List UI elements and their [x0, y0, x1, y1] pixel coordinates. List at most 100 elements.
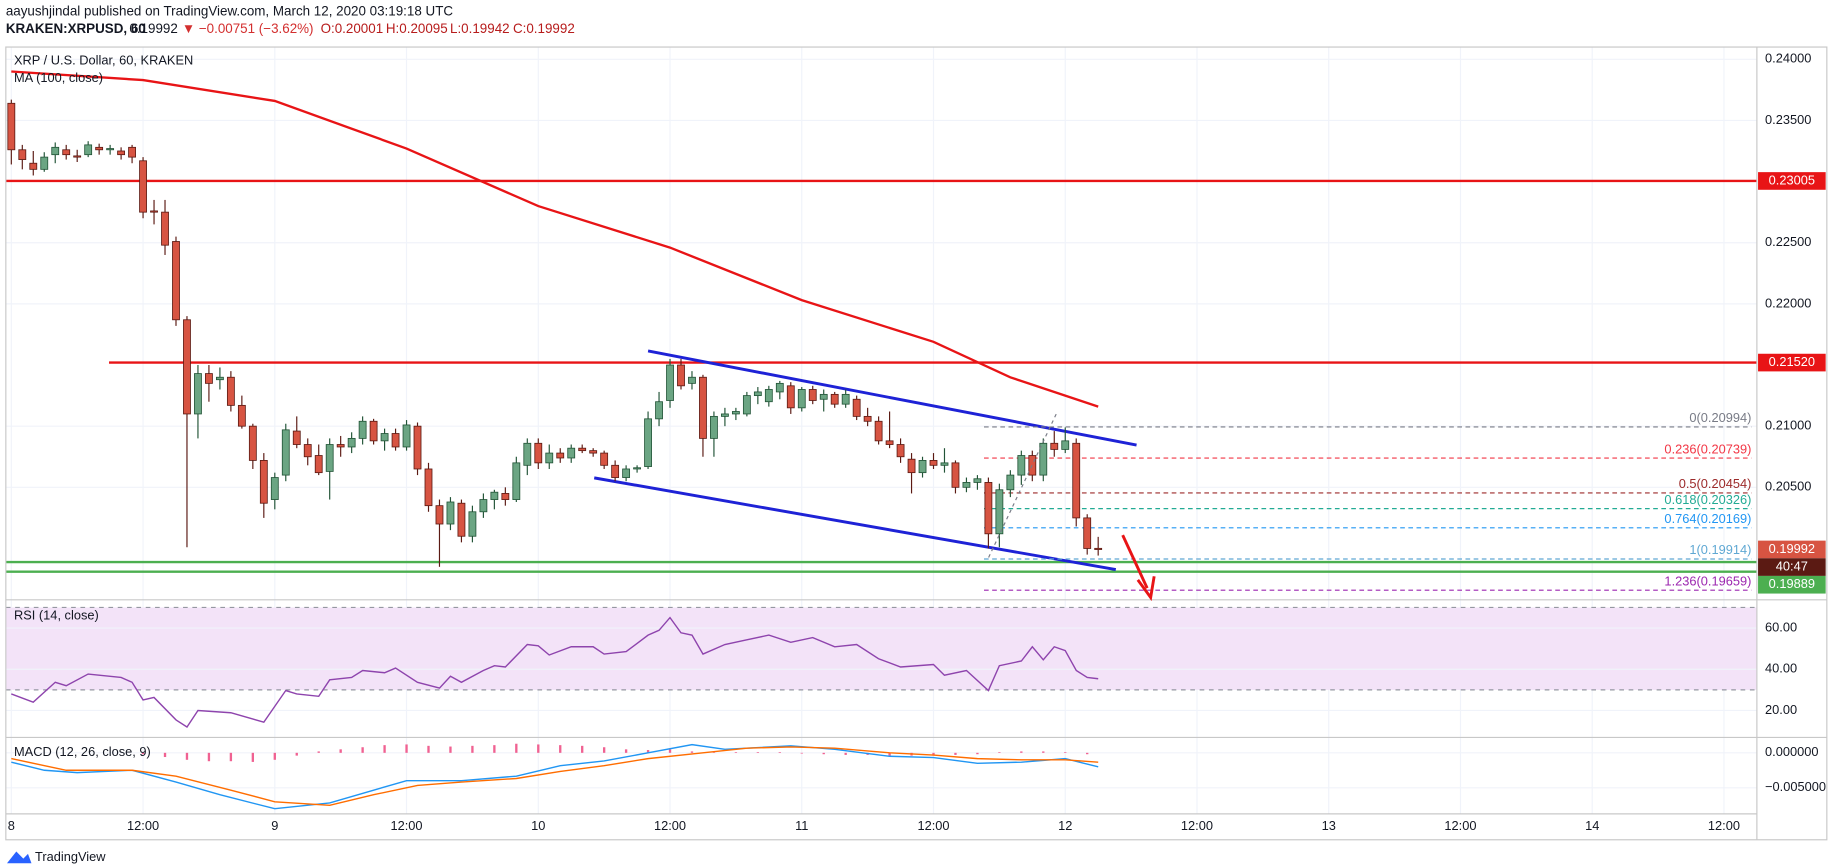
candle-body — [951, 462, 960, 488]
y-tick-label: 40.00 — [1765, 661, 1797, 676]
macd-histogram-bar — [427, 745, 430, 753]
countdown-box — [1758, 558, 1826, 576]
macd-histogram-bar — [581, 745, 584, 753]
candle-body — [753, 391, 762, 397]
candle-body — [995, 489, 1004, 535]
macd-histogram-bar — [778, 752, 781, 753]
macd-histogram-bar — [493, 745, 496, 753]
candle-body — [534, 442, 543, 464]
macd-histogram-bar — [185, 752, 189, 760]
x-tick-label: 9 — [271, 818, 278, 833]
candle-body — [907, 458, 916, 474]
candle-body — [830, 393, 839, 405]
candle-body — [874, 420, 883, 442]
fib-label: 0.618(0.20326) — [1664, 492, 1751, 507]
close: C:0.19992 — [513, 21, 575, 36]
macd-histogram-bar — [339, 749, 342, 753]
candle-body — [336, 444, 345, 448]
x-tick-label: 12:00 — [654, 818, 686, 833]
price-box-label: 0.19889 — [1769, 576, 1815, 591]
candle-body — [600, 452, 609, 466]
candle-body — [369, 420, 378, 442]
candle-body — [633, 467, 641, 470]
fib-label: 1.236(0.19659) — [1664, 573, 1751, 588]
macd-histogram-bar — [756, 752, 760, 753]
x-tick-label: 10 — [531, 818, 545, 833]
candle-body — [962, 482, 971, 488]
macd-histogram-bar — [734, 752, 738, 753]
candle-body — [666, 364, 674, 401]
candle-body — [183, 319, 191, 415]
low: L:0.19942 — [450, 21, 510, 36]
macd-histogram-bar — [646, 750, 650, 753]
candle-body — [457, 502, 466, 537]
macd-histogram-bar — [668, 749, 672, 753]
macd-histogram-bar — [822, 752, 825, 755]
candle-body — [205, 373, 213, 384]
candle-body — [1072, 442, 1081, 519]
macd-histogram-bar — [273, 752, 276, 760]
candle-body — [929, 460, 938, 466]
macd-histogram-bar — [1042, 751, 1045, 753]
macd-histogram-bar — [1064, 752, 1067, 753]
candle-body — [710, 415, 718, 439]
candle-body — [40, 156, 49, 170]
macd-histogram-bar — [602, 747, 606, 753]
x-tick-label: 13 — [1322, 818, 1336, 833]
y-tick-label: −0.005000 — [1765, 779, 1826, 794]
candle-body — [1094, 547, 1103, 550]
y-tick-label: 0.22500 — [1765, 234, 1811, 249]
candle-body — [852, 398, 861, 417]
change: ▼ −0.00751 (−3.62%) — [182, 21, 314, 36]
macd-histogram-bar — [932, 752, 935, 756]
candle-body — [303, 444, 312, 458]
macd-histogram-bar — [449, 746, 452, 753]
candle-body — [918, 460, 927, 474]
candle-body — [512, 462, 521, 500]
rsi-title: RSI (14, close) — [14, 608, 99, 623]
macd-histogram-bar — [844, 752, 847, 755]
candle-body — [325, 444, 334, 472]
price-box-label: 0.21520 — [1769, 354, 1815, 369]
price-box-label: 0.19992 — [1769, 541, 1815, 556]
candle-body — [391, 433, 400, 448]
candle-body — [73, 155, 82, 158]
arrow-head — [1136, 576, 1156, 602]
high: H:0.20095 — [386, 21, 448, 36]
candle-body — [841, 393, 850, 405]
footer-logo: TradingView — [6, 849, 106, 864]
candle-body — [248, 425, 257, 461]
macd-line — [11, 746, 1099, 807]
price-box — [1758, 353, 1826, 372]
author-line: aayushjindal published on TradingView.co… — [6, 3, 454, 18]
candle-body — [863, 415, 872, 422]
candle-body — [677, 364, 685, 387]
x-tick-label: 12:00 — [917, 818, 949, 833]
candle-body — [578, 447, 587, 452]
ma-title: MA (100, close) — [14, 70, 103, 85]
macd-histogram-bar — [317, 751, 320, 753]
candle-body — [194, 373, 202, 415]
x-tick-label: 12:00 — [127, 818, 159, 833]
candle-body — [699, 376, 707, 439]
candle-body — [402, 424, 411, 448]
candle-body — [172, 241, 180, 321]
candle-body — [819, 393, 828, 400]
x-tick-label: 12 — [1058, 818, 1072, 833]
plot-area: 8 12:00 9 12:00 10 12:00 11 12:00 12 12:00 13 12:00… — [5, 47, 1826, 833]
last-price: 0.19992 — [129, 21, 177, 36]
x-tick-label: 12:00 — [1181, 818, 1213, 833]
candle-body — [446, 501, 455, 525]
arrow-shaft — [1121, 534, 1149, 589]
candle-body — [84, 144, 93, 156]
macd-histogram-bar — [141, 752, 145, 755]
candle-body — [413, 425, 422, 470]
candle-body — [622, 468, 631, 478]
candle-body — [896, 444, 905, 458]
price-box — [1758, 540, 1826, 559]
macd-histogram-bar — [954, 752, 957, 755]
macd-line — [11, 743, 1099, 810]
candle-body — [51, 146, 60, 156]
macd-histogram-bar — [998, 752, 1001, 753]
